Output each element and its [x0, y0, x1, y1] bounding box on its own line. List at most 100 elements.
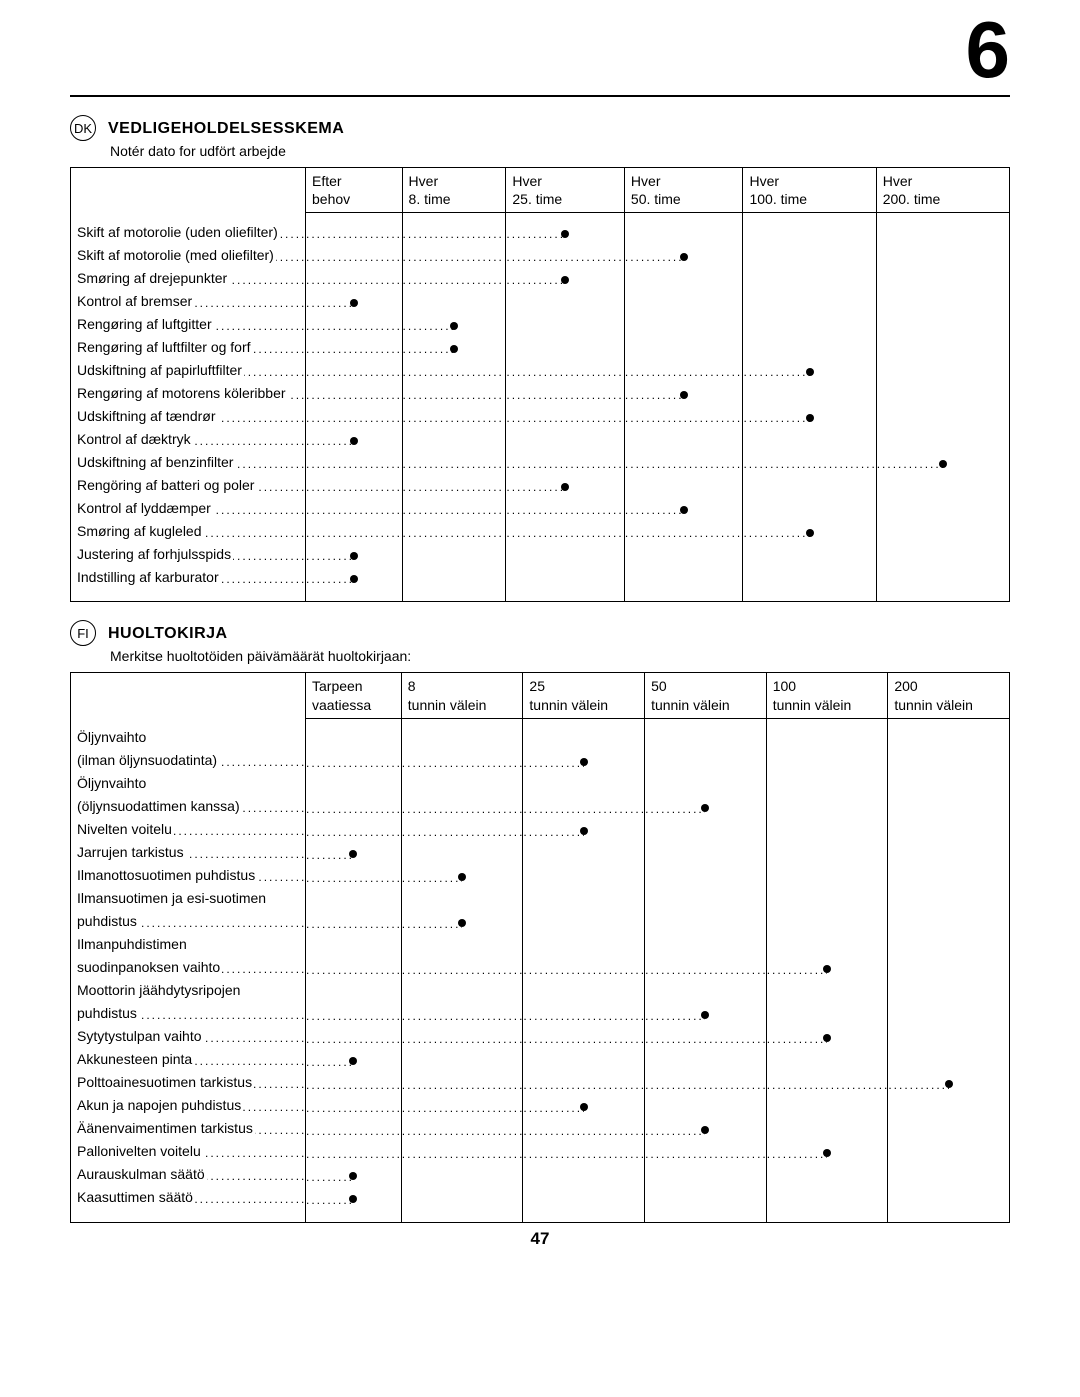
task-label: Udskiftning af benzinfilter — [77, 454, 235, 470]
task-label: Smøring af kugleled — [77, 523, 204, 539]
bullet-marker — [945, 1080, 953, 1088]
task-row: ........................................… — [77, 290, 305, 313]
task-label: Öljynvaihto — [77, 775, 148, 791]
task-label: Rengøring af motorens köleribber — [77, 385, 288, 401]
bullet-marker — [350, 299, 358, 307]
bullet-marker — [458, 873, 466, 881]
maintenance-table: Tarpeenvaatiessa8tunnin välein25tunnin v… — [70, 672, 1010, 1222]
task-label: Rengøring af luftgitter — [77, 316, 214, 332]
column-header-interval: Efterbehov — [306, 168, 403, 213]
bullet-marker — [701, 1011, 709, 1019]
bullet-marker — [823, 1149, 831, 1157]
task-label: Kontrol af lyddæmper — [77, 500, 213, 516]
task-row: Öljynvaihto — [77, 726, 305, 749]
bullet-marker — [561, 483, 569, 491]
task-label: puhdistus — [77, 1005, 139, 1021]
interval-cell: ........................................… — [523, 718, 645, 1222]
bullet-marker — [823, 1034, 831, 1042]
interval-cell: ........................................… — [743, 213, 876, 602]
section-title: VEDLIGEHOLDELSESSKEMA — [108, 120, 344, 138]
column-header-interval: Hver100. time — [743, 168, 876, 213]
top-rule — [70, 95, 1010, 97]
task-row: ........................................… — [77, 405, 305, 428]
task-label: Indstilling af karburator — [77, 569, 221, 585]
bullet-marker — [349, 1172, 357, 1180]
task-label: Rengöring af batteri og poler — [77, 477, 256, 493]
bullet-marker — [580, 1103, 588, 1111]
interval-cell: ........................................… — [506, 213, 625, 602]
bullet-marker — [939, 460, 947, 468]
interval-cell: ........................................… — [888, 718, 1010, 1222]
bullet-marker — [580, 827, 588, 835]
column-header-interval: 50tunnin välein — [645, 673, 767, 718]
bullet-marker — [680, 253, 688, 261]
task-row: ........................................… — [77, 1094, 305, 1117]
interval-cell: ........................................… — [766, 718, 888, 1222]
interval-cell: ........................................… — [401, 718, 523, 1222]
task-label: Kontrol af bremser — [77, 293, 194, 309]
task-row: ........................................… — [77, 1140, 305, 1163]
task-label: (öljynsuodattimen kanssa) — [77, 798, 242, 814]
column-header-task — [71, 673, 306, 718]
task-label: Öljynvaihto — [77, 729, 148, 745]
bullet-marker — [701, 1126, 709, 1134]
page: 6 DKVEDLIGEHOLDELSESSKEMA Notér dato for … — [0, 0, 1080, 1279]
task-label: Justering af forhjulsspids — [77, 546, 233, 562]
column-header-interval: 25tunnin välein — [523, 673, 645, 718]
task-row: ........................................… — [77, 520, 305, 543]
task-label: Udskiftning af tændrør — [77, 408, 218, 424]
bullet-marker — [350, 437, 358, 445]
bullet-marker — [450, 345, 458, 353]
task-label: Rengøring af luftfilter og forf — [77, 339, 253, 355]
column-header-task — [71, 168, 306, 213]
task-labels-cell: Öljynvaihto.............................… — [71, 718, 306, 1222]
task-row: ........................................… — [77, 818, 305, 841]
task-row: Moottorin jäähdytysripojen — [77, 979, 305, 1002]
bullet-marker — [580, 758, 588, 766]
chapter-number: 6 — [966, 10, 1011, 90]
interval-cell: ........................................… — [306, 718, 402, 1222]
task-row: ........................................… — [77, 1071, 305, 1094]
column-header-interval: Tarpeenvaatiessa — [306, 673, 402, 718]
task-row: ........................................… — [77, 474, 305, 497]
bullet-marker — [349, 1057, 357, 1065]
task-row: ........................................… — [77, 566, 305, 589]
section-subtitle: Merkitse huoltotöiden päivämäärät huolto… — [110, 648, 1010, 664]
task-label: Akun ja napojen puhdistus — [77, 1097, 243, 1113]
bullet-marker — [701, 804, 709, 812]
bullet-marker — [349, 1195, 357, 1203]
task-label: Nivelten voitelu — [77, 821, 174, 837]
task-label: Akkunesteen pinta — [77, 1051, 194, 1067]
task-row: ........................................… — [77, 221, 305, 244]
section-title: HUOLTOKIRJA — [108, 625, 228, 643]
task-label: Äänenvaimentimen tarkistus — [77, 1120, 255, 1136]
task-row: ........................................… — [77, 910, 305, 933]
task-label: Aurauskulman säätö — [77, 1166, 207, 1182]
task-row: ........................................… — [77, 1163, 305, 1186]
bullet-marker — [806, 414, 814, 422]
section-head: DKVEDLIGEHOLDELSESSKEMA — [70, 115, 1010, 141]
interval-cell: ........................................… — [876, 213, 1009, 602]
task-row: ........................................… — [77, 749, 305, 772]
task-label: puhdistus — [77, 913, 139, 929]
footer-page-number: 47 — [70, 1229, 1010, 1249]
bullet-marker — [561, 230, 569, 238]
task-row: ........................................… — [77, 1186, 305, 1209]
bullet-marker — [350, 552, 358, 560]
section-subtitle: Notér dato for udfört arbejde — [110, 143, 1010, 159]
column-header-interval: Hver25. time — [506, 168, 625, 213]
task-label: Ilmansuotimen ja esi-suotimen — [77, 890, 268, 906]
interval-cell: ........................................… — [624, 213, 743, 602]
column-header-interval: 200tunnin välein — [888, 673, 1010, 718]
task-label: Kontrol af dæktryk — [77, 431, 193, 447]
task-label: Polttoainesuotimen tarkistus — [77, 1074, 254, 1090]
bullet-marker — [680, 391, 688, 399]
task-row: ........................................… — [77, 1048, 305, 1071]
bullet-marker — [806, 529, 814, 537]
bullet-marker — [349, 850, 357, 858]
task-row: ........................................… — [77, 1002, 305, 1025]
task-row: ........................................… — [77, 267, 305, 290]
task-label: Skift af motorolie (med oliefilter) — [77, 247, 276, 263]
task-label: Ilmanottosuotimen puhdistus — [77, 867, 257, 883]
task-row: Ilmansuotimen ja esi-suotimen — [77, 887, 305, 910]
